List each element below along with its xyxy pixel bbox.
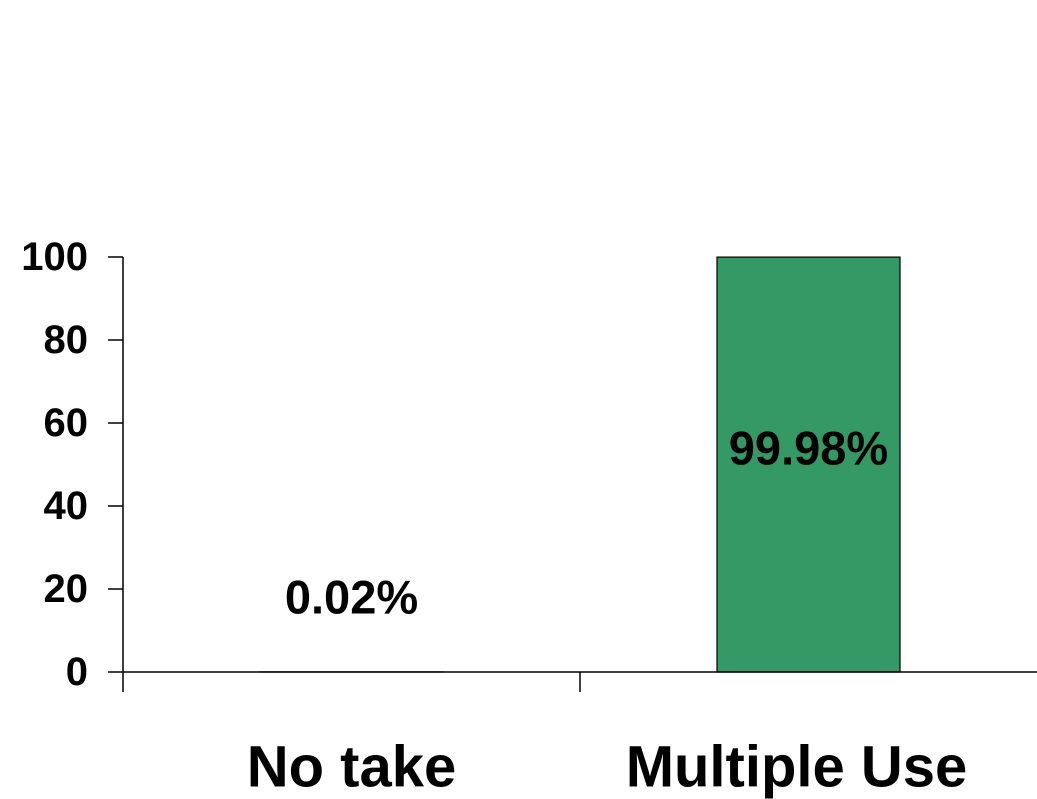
bar-multiple-use xyxy=(716,256,901,673)
category-label: Multiple Use xyxy=(626,735,968,799)
category-label: No take xyxy=(247,735,457,799)
data-label: 99.98% xyxy=(729,421,888,474)
y-tick-label: 60 xyxy=(44,401,89,445)
bars xyxy=(259,256,901,673)
category-labels: No take Multiple Use xyxy=(247,735,968,799)
data-labels: 0.02% 99.98% xyxy=(285,421,888,623)
y-tick-label: 0 xyxy=(66,650,88,694)
y-tick-label: 40 xyxy=(44,484,89,528)
data-label: 0.02% xyxy=(285,571,418,624)
y-axis-ticks: 0 20 40 60 80 100 xyxy=(21,235,123,694)
y-tick-label: 20 xyxy=(44,567,89,611)
y-tick-label: 100 xyxy=(21,235,88,279)
y-tick-label: 80 xyxy=(44,318,89,362)
